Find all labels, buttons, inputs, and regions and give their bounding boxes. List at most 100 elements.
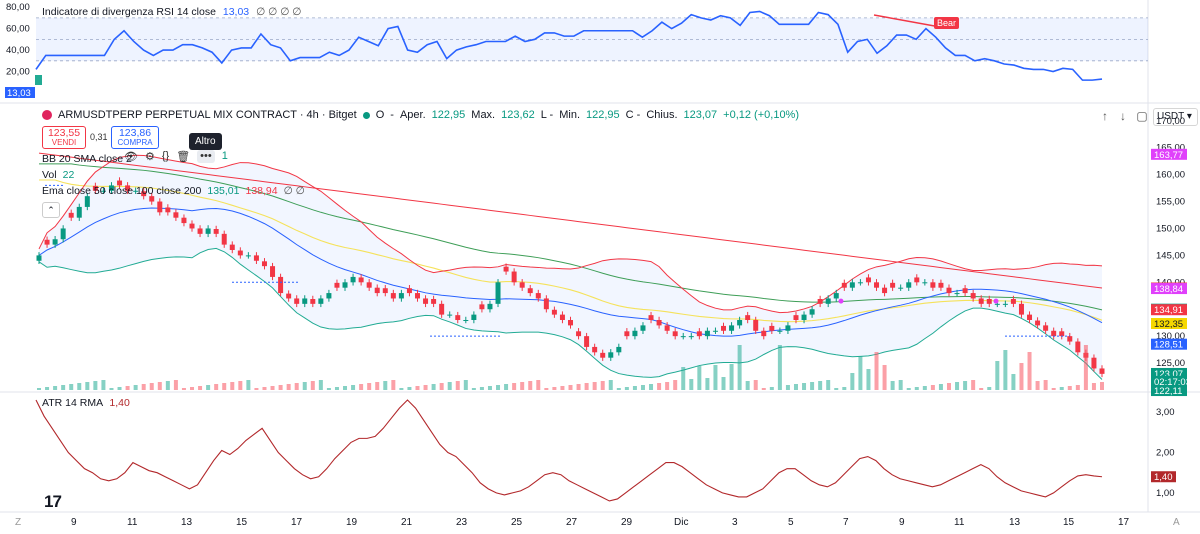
vol-indicator[interactable]: Vol 22 [42, 169, 74, 181]
ema-200-line [38, 152, 1103, 289]
candle-body [358, 277, 364, 283]
volume-bar [125, 386, 130, 390]
candle-body [712, 330, 718, 332]
candle-body [857, 282, 863, 284]
candle-body [946, 287, 952, 294]
price-tag-bg [1151, 283, 1187, 295]
atr-tag-bg [1151, 471, 1176, 483]
volume-bar [504, 384, 509, 390]
candle-body [125, 185, 131, 191]
candle-body [374, 287, 380, 294]
volume-bar [334, 387, 339, 390]
volume-bar [761, 388, 766, 390]
candle-body [664, 325, 670, 331]
price-tag: 132,35 [1154, 319, 1183, 330]
buy-button[interactable]: 123,86 COMPRA [111, 126, 159, 149]
time-axis-label: 3 [732, 517, 738, 528]
candle-body [447, 314, 453, 316]
symbol-title[interactable]: ARMUSDTPERP PERPETUAL MIX CONTRACT · 4h … [58, 109, 357, 121]
sell-button[interactable]: 123,55 VENDI [42, 126, 86, 149]
candle-body [994, 303, 1000, 305]
volume-bar [190, 387, 195, 390]
candle-body [938, 282, 944, 288]
candle-body [986, 299, 992, 304]
ema-indicator[interactable]: Ema close 50 close 100 close 200 135,01 … [42, 185, 305, 197]
candle-body [157, 201, 163, 213]
candle-body [1002, 303, 1008, 305]
volume-bar [157, 382, 162, 390]
open-label: Aper. [399, 109, 426, 121]
volume-bar [222, 383, 227, 390]
volume-bar [536, 380, 541, 390]
time-axis-label: 15 [236, 517, 248, 528]
volume-bar [1035, 381, 1040, 390]
volume-bar [608, 380, 613, 390]
high-value: 123,62 [501, 109, 535, 121]
candle-body [286, 293, 292, 299]
move-down-icon[interactable]: ↓ [1120, 109, 1126, 123]
candle-body [245, 255, 251, 257]
volume-bar [165, 381, 170, 390]
price-tag-bg [1151, 367, 1187, 379]
volume-bar [149, 383, 154, 390]
more-icon[interactable]: ••• [197, 150, 215, 163]
open-value: 122,95 [431, 109, 466, 121]
volume-bar [198, 386, 203, 390]
volume-bar [173, 380, 178, 390]
candle-body [181, 217, 187, 224]
bb-trailing-value: 1 [221, 150, 228, 162]
sell-label: VENDI [51, 138, 77, 147]
volume-bar [689, 379, 694, 390]
maximize-icon[interactable]: ▢ [1136, 109, 1148, 123]
volume-bar [906, 388, 911, 390]
candle-body [213, 229, 219, 234]
candle-body [479, 304, 485, 310]
candle-body [133, 190, 139, 192]
volume-bar [850, 373, 855, 390]
candle-body [439, 303, 445, 315]
price-tag-bg [1151, 375, 1187, 387]
atr-line [35, 399, 1103, 502]
candle-body [366, 282, 372, 288]
volume-bar [310, 381, 315, 390]
bb-basis-line [38, 207, 1103, 337]
volume-bar [858, 356, 863, 390]
candle-body [1043, 325, 1049, 331]
volume-bar [793, 384, 798, 390]
bb-indicator[interactable]: BB 20 SMA close 2 [42, 153, 132, 165]
volume-bar [810, 382, 815, 390]
time-axis-label: 7 [843, 517, 849, 528]
volume-bar [769, 387, 774, 390]
volume-bar [890, 381, 895, 390]
volume-bar [37, 388, 41, 390]
settings-icon[interactable]: ⚙ [144, 151, 155, 163]
candle-body [1075, 341, 1081, 353]
collapse-button[interactable]: ⌃ [42, 202, 60, 218]
eye-icon[interactable]: 👁 [124, 151, 138, 163]
volume-bar [391, 380, 396, 390]
move-up-icon[interactable]: ↑ [1102, 109, 1108, 123]
rsi-last-tag-bg [5, 87, 35, 98]
bear-divergence-line [873, 14, 941, 28]
time-axis-label: 23 [456, 517, 468, 528]
volume-bar [109, 388, 114, 390]
candle-body [60, 228, 66, 240]
source-code-icon[interactable]: {} [161, 150, 170, 162]
candle-body [117, 180, 123, 186]
vol-label: Vol [42, 169, 57, 181]
candle-body [568, 320, 573, 326]
currency-select[interactable]: USDT ▾ [1153, 108, 1198, 126]
time-axis-label: 13 [1009, 517, 1021, 528]
price-axis-label: 150,00 [1156, 223, 1185, 234]
candle-body [801, 314, 807, 320]
candle-body [616, 346, 622, 353]
candle-body [592, 346, 598, 353]
trash-icon[interactable]: 🗑 [176, 151, 191, 163]
price-axis-label: 160,00 [1156, 170, 1185, 181]
volume-bar [1091, 383, 1096, 390]
time-axis-label: 11 [954, 517, 965, 528]
candle-body [141, 191, 147, 197]
candle-body [865, 277, 871, 283]
time-axis-label: Z [15, 517, 21, 528]
